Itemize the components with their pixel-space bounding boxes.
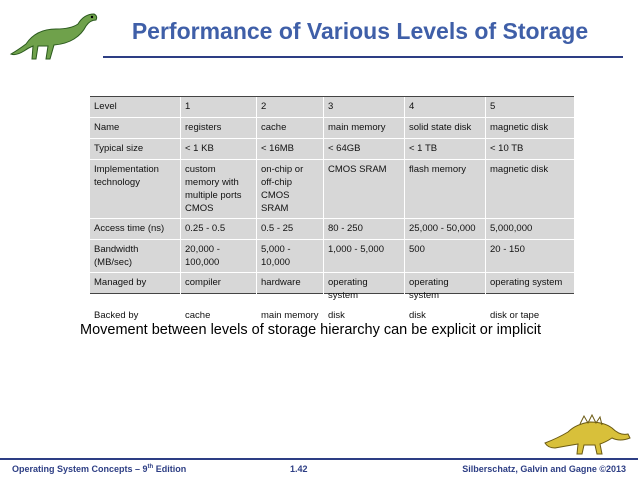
table-cell: 1,000 - 5,000	[323, 239, 405, 273]
title-divider	[103, 56, 623, 58]
table-row: Name registers cache main memory solid s…	[90, 117, 574, 139]
header-cell: 3	[323, 97, 405, 118]
storage-table: Level 1 2 3 4 5 Name registers cache mai…	[90, 96, 574, 326]
table-cell: CMOS SRAM	[323, 159, 405, 219]
table-cell: 20 - 150	[485, 239, 574, 273]
table-cell: < 1 KB	[180, 138, 257, 160]
table-cell: operating system	[323, 272, 405, 306]
header-cell: 2	[256, 97, 324, 118]
table-row: Managed by compiler hardware operating s…	[90, 272, 574, 306]
table-cell: hardware	[256, 272, 324, 306]
table-cell: compiler	[180, 272, 257, 306]
table-cell: flash memory	[404, 159, 486, 219]
table-cell: custom memory with multiple ports CMOS	[180, 159, 257, 219]
header-cell: 1	[180, 97, 257, 118]
table-cell: registers	[180, 117, 257, 139]
footer-divider	[0, 458, 638, 460]
table-cell: magnetic disk	[485, 117, 574, 139]
table-cell: cache	[180, 305, 257, 326]
header-cell: Level	[90, 97, 181, 118]
table-cell: main memory	[256, 305, 324, 326]
table-cell: Name	[90, 117, 181, 139]
table-cell: Bandwidth (MB/sec)	[90, 239, 181, 273]
header-cell: 4	[404, 97, 486, 118]
footer-book-title: Operating System Concepts – 9th Edition	[12, 464, 187, 474]
dinosaur-icon	[6, 4, 102, 64]
table-cell: < 16MB	[256, 138, 324, 160]
table-cell: cache	[256, 117, 324, 139]
table-cell: operating system	[485, 272, 574, 306]
table-cell: < 1 TB	[404, 138, 486, 160]
table-cell: Implementation technology	[90, 159, 181, 219]
slide-caption: Movement between levels of storage hiera…	[80, 322, 541, 338]
table-cell: 500	[404, 239, 486, 273]
footer-authors: Silberschatz, Galvin and Gagne ©2013	[462, 464, 626, 474]
table-row: Typical size < 1 KB < 16MB < 64GB < 1 TB…	[90, 138, 574, 160]
table-header-row: Level 1 2 3 4 5	[90, 97, 574, 118]
table-cell: 5,000 - 10,000	[256, 239, 324, 273]
table-cell: Typical size	[90, 138, 181, 160]
table-cell: Managed by	[90, 272, 181, 306]
table-row: Implementation technology custom memory …	[90, 159, 574, 219]
table-cell: 0.5 - 25	[256, 218, 324, 240]
page-title: Performance of Various Levels of Storage	[131, 18, 589, 44]
table-row: Bandwidth (MB/sec) 20,000 - 100,000 5,00…	[90, 239, 574, 273]
table-cell: < 64GB	[323, 138, 405, 160]
footer-page-number: 1.42	[290, 464, 308, 474]
table-row: Access time (ns) 0.25 - 0.5 0.5 - 25 80 …	[90, 218, 574, 240]
table-row: Backed by cache main memory disk disk di…	[90, 305, 574, 326]
table-cell: 5,000,000	[485, 218, 574, 240]
table-cell: disk or tape	[490, 310, 540, 321]
table-cell: Access time (ns)	[90, 218, 181, 240]
table-cell: Backed by	[90, 305, 181, 326]
table-cell: disk	[323, 305, 405, 326]
header-cell: 5	[485, 97, 574, 118]
table-cell: < 10 TB	[485, 138, 574, 160]
table-cell: operating system	[404, 272, 486, 306]
table-cell: magnetic disk	[485, 159, 574, 219]
table-cell: main memory	[323, 117, 405, 139]
table-cell: on-chip or off-chip CMOS SRAM	[256, 159, 324, 219]
table-cell: disk	[404, 305, 486, 326]
dinosaur-icon	[540, 398, 632, 458]
table-cell: 25,000 - 50,000	[404, 218, 486, 240]
table-cell: 80 - 250	[323, 218, 405, 240]
table-cell: solid state disk	[404, 117, 486, 139]
table-cell: 0.25 - 0.5	[180, 218, 257, 240]
table-cell: 20,000 - 100,000	[180, 239, 257, 273]
